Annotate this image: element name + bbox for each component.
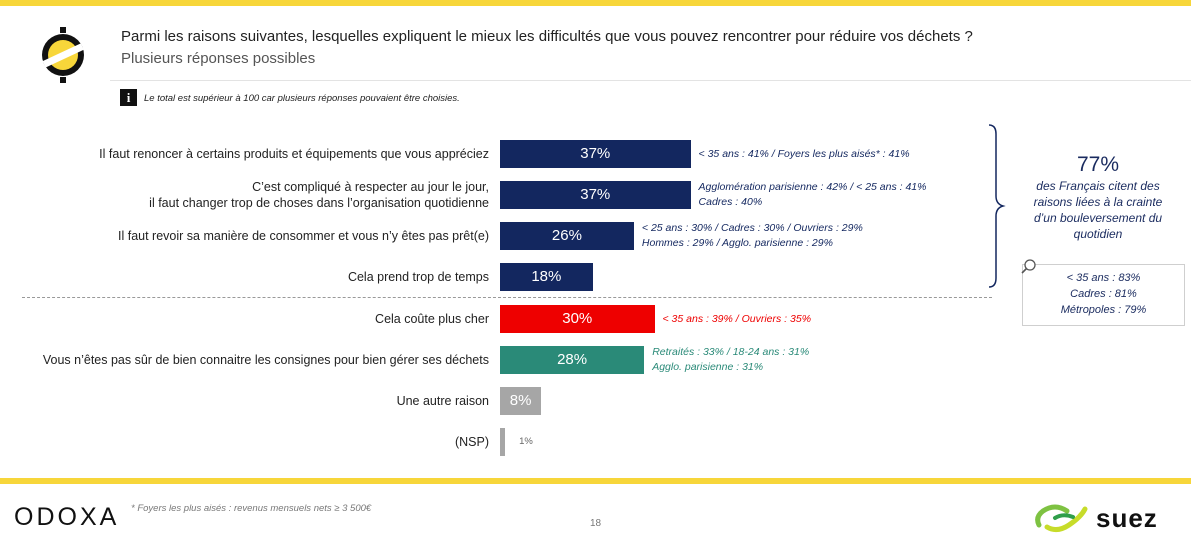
callout-detail: Cadres : 81% <box>1070 288 1137 300</box>
bar-category-label: Une autre raison <box>396 394 489 408</box>
suez-logo-icon <box>1035 504 1088 533</box>
bar-value-label: 1% <box>519 436 533 447</box>
bar-annotation: < 35 ans : 41% / Foyers les plus aisés* … <box>698 147 910 160</box>
bar-category-label: (NSP) <box>454 435 489 449</box>
bar: 28% <box>500 346 645 374</box>
odoxa-logo: ODOXA <box>14 503 120 531</box>
magnifier-icon <box>1021 259 1036 274</box>
title-divider <box>110 80 1191 81</box>
info-icon: i <box>120 89 137 106</box>
suez-logo-text: SUEZ <box>1096 503 1158 533</box>
callout-detail: Métropoles : 79% <box>1060 304 1147 316</box>
bar: 8% <box>500 387 542 415</box>
bar-category-label: C’est compliqué à respecter au jour le j… <box>149 180 489 210</box>
bar <box>500 428 506 456</box>
callout-details-box: < 35 ans : 83% Cadres : 81% Métropoles :… <box>1022 264 1185 326</box>
bar-category-label: Cela coûte plus cher <box>375 312 489 326</box>
question-title: Parmi les raisons suivantes, lesquelles … <box>121 28 973 45</box>
top-accent-bar <box>0 0 1191 6</box>
bar-annotation: Retraités : 33% / 18-24 ans : 31% Agglo.… <box>652 346 810 373</box>
bar-annotation: < 25 ans : 30% / Cadres : 30% / Ouvriers… <box>641 222 863 249</box>
question-subtitle: Plusieurs réponses possibles <box>121 50 316 67</box>
bar: 26% <box>500 222 634 250</box>
bottom-accent-bar <box>0 478 1191 484</box>
bar: 18% <box>500 263 593 291</box>
bar: 37% <box>500 181 691 209</box>
page-number: 18 <box>590 518 602 529</box>
group-separator <box>22 297 992 298</box>
odoxa-logo-icon <box>42 27 84 83</box>
bar: 37% <box>500 140 691 168</box>
bar-category-label: Vous n’êtes pas sûr de bien connaitre le… <box>42 353 489 367</box>
footnote: * Foyers les plus aisés : revenus mensue… <box>131 503 372 514</box>
callout-value: 77% <box>1076 153 1120 176</box>
note-text: Le total est supérieur à 100 car plusieu… <box>144 93 460 104</box>
bar-category-label: Il faut revoir sa manière de consommer e… <box>118 229 489 243</box>
bar-annotation: < 35 ans : 39% / Ouvriers : 35% <box>662 312 812 325</box>
bar: 30% <box>500 305 655 333</box>
bar-category-label: Il faut renoncer à certains produits et … <box>99 147 489 161</box>
callout-detail: < 35 ans : 83% <box>1066 272 1141 284</box>
bar-category-label: Cela prend trop de temps <box>347 270 489 284</box>
callout-text: des Français citent des raisons liées à … <box>1033 179 1163 241</box>
bar-annotation: Agglomération parisienne : 42% / < 25 an… <box>698 181 927 208</box>
right-brace <box>988 124 1006 288</box>
